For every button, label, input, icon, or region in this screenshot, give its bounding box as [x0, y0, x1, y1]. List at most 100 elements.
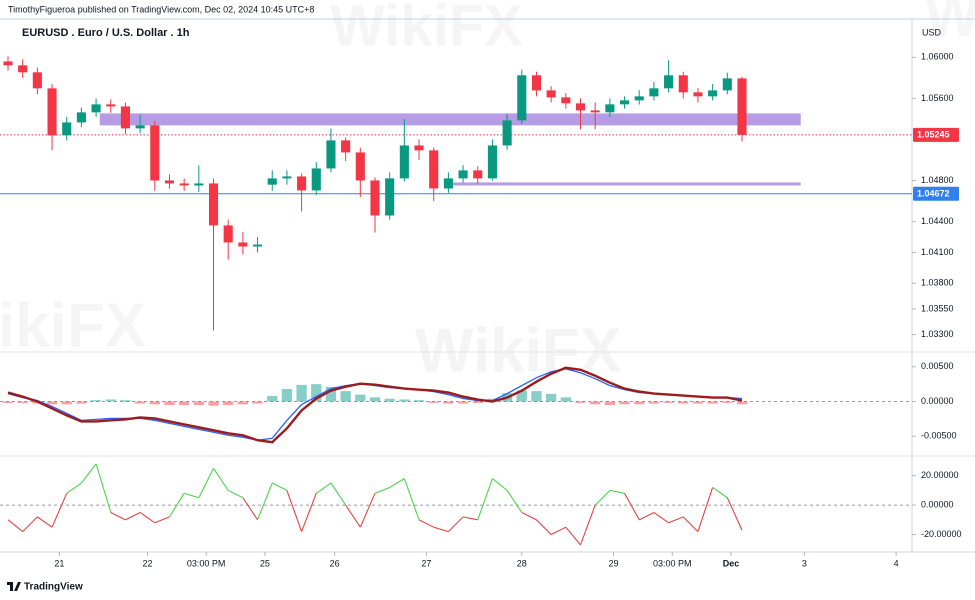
histogram-bar — [560, 397, 571, 402]
oscillator-segment — [271, 482, 288, 491]
histogram-bar — [179, 401, 190, 405]
oscillator-segment — [315, 482, 332, 494]
candle-body — [297, 176, 307, 191]
footer-brand: TradingView — [24, 582, 83, 593]
candle-body — [649, 88, 659, 97]
watermarks: WikiFX WikiFX WikiFX WikiFX — [415, 316, 622, 386]
histogram-bar — [516, 390, 527, 402]
oscillator-segment — [624, 493, 640, 521]
histogram-bar — [90, 400, 102, 402]
candle-body — [282, 176, 292, 179]
x-tick-label: 28 — [517, 558, 527, 568]
candle-body — [517, 75, 527, 121]
candle-body — [531, 75, 542, 91]
candle-body — [502, 120, 512, 146]
zone — [99, 113, 801, 126]
zone — [448, 182, 801, 186]
y-tick-label: 1.04100 — [921, 247, 954, 257]
price-label-box — [913, 186, 959, 201]
oscillator-segment — [51, 493, 68, 528]
histogram-bar — [546, 393, 557, 402]
oscillator-segment — [22, 516, 38, 532]
histogram-bar — [369, 397, 381, 402]
candle-body — [62, 122, 72, 136]
oscillator-segment — [506, 490, 523, 513]
y-tick-label: 0.00000 — [921, 396, 954, 406]
histogram-bar — [399, 399, 410, 402]
candle-body — [194, 183, 204, 186]
oscillator-segment — [125, 511, 141, 521]
histogram-bar — [590, 401, 601, 405]
histogram-bar — [413, 400, 425, 402]
histogram-bar — [340, 391, 351, 402]
candle-body — [678, 75, 688, 93]
oscillator-segment — [653, 512, 669, 524]
candle-body — [605, 104, 615, 113]
histogram-bar — [46, 401, 58, 405]
oscillator-segment — [536, 519, 552, 535]
candle-body — [429, 150, 439, 189]
oscillator-segment — [154, 516, 170, 524]
x-tick-label: 21 — [54, 558, 64, 568]
histogram-bar — [281, 389, 293, 402]
oscillator-segment — [345, 504, 361, 528]
histogram-bar — [619, 401, 630, 405]
candle-body — [664, 75, 674, 89]
candle-body — [487, 145, 497, 179]
histogram-bar — [61, 401, 72, 405]
oscillator-segment — [227, 489, 244, 499]
y-tick-label: 1.03300 — [921, 329, 954, 339]
candle-body — [590, 110, 600, 113]
candle-body — [355, 152, 365, 181]
oscillator-segment — [7, 519, 24, 533]
candle-body — [708, 90, 718, 97]
histogram-bar — [208, 401, 219, 406]
histogram-bar — [2, 401, 14, 403]
oscillator-segment — [169, 493, 185, 518]
candle-body — [473, 170, 483, 179]
price-unit: USD — [922, 27, 942, 37]
histogram-bar — [531, 391, 542, 402]
candle-body — [399, 145, 409, 179]
candle-body — [385, 178, 395, 216]
oscillator-segment — [66, 482, 82, 494]
attribution: TimothyFigueroa published on TradingView… — [8, 4, 314, 14]
oscillator-segment — [609, 489, 625, 494]
histogram-bar — [134, 401, 146, 404]
histogram-bar — [575, 401, 586, 403]
histogram-bar — [149, 401, 160, 405]
y-tick-label: -20.00000 — [921, 529, 962, 539]
oscillator-segment — [374, 486, 390, 494]
candle-body — [575, 103, 586, 111]
y-tick-label: 0.00000 — [921, 499, 954, 509]
x-tick-label: 29 — [609, 558, 619, 568]
tradingview-logo — [7, 582, 21, 591]
histogram-bar — [428, 401, 439, 403]
oscillator-segment — [638, 511, 655, 521]
oscillator-segment — [80, 463, 97, 484]
candle-body — [120, 106, 130, 129]
oscillator-segment — [682, 516, 699, 532]
candle-body — [722, 78, 732, 91]
histogram-bar — [76, 401, 87, 404]
histogram-bar — [267, 395, 278, 402]
oscillator-segment — [110, 511, 126, 521]
oscillator-segment — [462, 516, 478, 521]
x-tick-label: 03:00 PM — [187, 558, 226, 568]
oscillator-segment — [433, 526, 449, 533]
histogram-bar — [457, 401, 469, 404]
y-tick-label: 1.06000 — [921, 52, 954, 62]
histogram-bar — [120, 400, 131, 402]
histogram-bar — [736, 401, 748, 405]
y-tick-label: 1.04400 — [921, 216, 954, 226]
oscillator-segment — [286, 490, 303, 532]
histogram-bar — [325, 386, 337, 402]
histogram-bar — [105, 399, 116, 402]
candle-body — [443, 178, 453, 189]
x-tick-label: 3 — [802, 558, 807, 568]
candle-body — [619, 100, 630, 105]
histogram-bar — [164, 401, 175, 405]
oscillator-segment — [550, 526, 567, 536]
oscillator-segment — [389, 478, 405, 488]
